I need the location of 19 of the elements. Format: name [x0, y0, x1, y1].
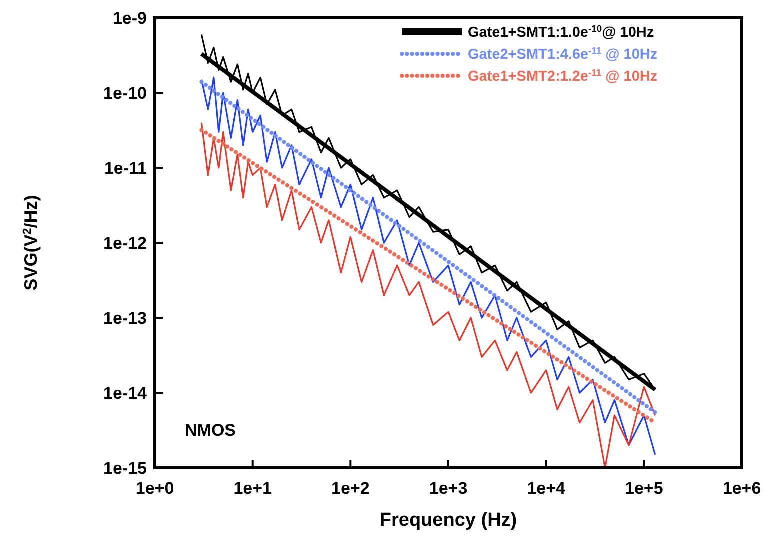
x-tick-label: 1e+5: [625, 479, 664, 498]
x-tick-label: 1e+2: [332, 479, 370, 498]
y-tick-label: 1e-12: [104, 234, 147, 253]
x-tick-label: 1e+0: [136, 479, 174, 498]
y-tick-label: 1e-9: [112, 8, 147, 28]
x-tick-label: 1e+4: [527, 479, 566, 498]
x-tick-label: 1e+3: [429, 479, 468, 498]
legend-label: Gate1+SMT1:1.0e$^{-10}$@ 10Hz: [468, 22, 654, 42]
y-tick-label: 1e-10: [104, 84, 147, 103]
x-axis-title: Frequency (Hz): [380, 510, 518, 531]
x-tick-label: 1e+1: [234, 479, 272, 498]
legend-label: Gate1+SMT2:1.2e$^{-11}$ @ 10Hz: [468, 66, 658, 86]
legend-label: Gate2+SMT1:4.6e$^{-11}$ @ 10Hz: [468, 44, 658, 64]
annotation: NMOS: [185, 421, 236, 440]
y-tick-label: 1e-14: [104, 384, 148, 403]
y-tick-label: 1e-11: [104, 158, 147, 178]
y-tick-label: 1e-15: [104, 458, 147, 478]
y-tick-label: 1e-13: [104, 308, 147, 328]
x-tick-label: 1e+6: [722, 479, 762, 498]
